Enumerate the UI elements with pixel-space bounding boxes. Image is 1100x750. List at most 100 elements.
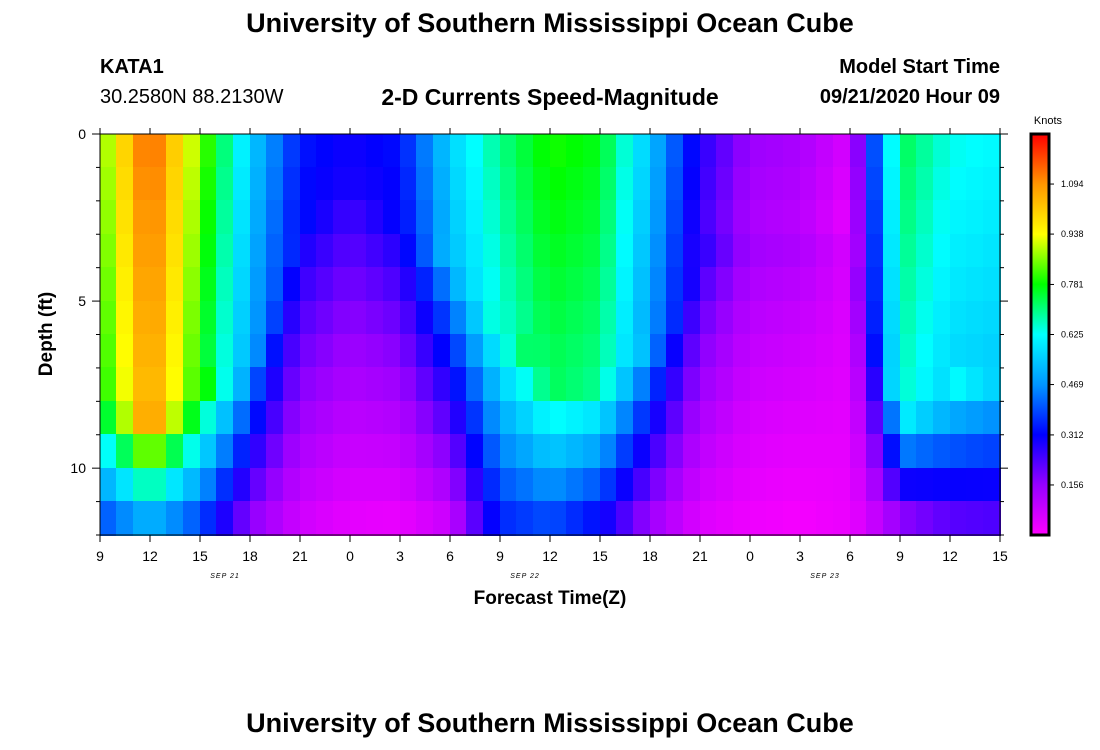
heatmap-cell bbox=[566, 234, 585, 269]
heatmap-cell bbox=[116, 167, 135, 202]
heatmap-cell bbox=[683, 367, 701, 403]
heatmap-cell bbox=[733, 234, 751, 269]
heatmap-cell bbox=[283, 167, 301, 202]
heatmap-cell bbox=[766, 468, 785, 503]
heatmap-cell bbox=[550, 334, 568, 369]
x-tick-label: 12 bbox=[542, 548, 558, 564]
heatmap-cell bbox=[966, 167, 985, 202]
heatmap-cell bbox=[550, 200, 568, 236]
heatmap-cell bbox=[200, 234, 218, 269]
heatmap-cell bbox=[516, 401, 535, 436]
heatmap-cell bbox=[400, 267, 418, 303]
heatmap-cell bbox=[500, 401, 518, 436]
heatmap-cell bbox=[766, 501, 785, 536]
heatmap-cell bbox=[216, 167, 235, 202]
heatmap-cell bbox=[800, 501, 818, 536]
heatmap-cell bbox=[150, 301, 168, 336]
heatmap-cell bbox=[383, 200, 401, 236]
heatmap-cell bbox=[483, 134, 501, 169]
heatmap-cell bbox=[216, 401, 235, 436]
heatmap-cell bbox=[733, 367, 751, 403]
heatmap-cell bbox=[633, 200, 651, 236]
heatmap-cell bbox=[216, 234, 235, 269]
x-tick-label: 3 bbox=[796, 548, 804, 564]
heatmap-cell bbox=[450, 167, 468, 202]
heatmap-cell bbox=[733, 301, 751, 336]
heatmap-cell bbox=[683, 134, 701, 169]
heatmap-cell bbox=[816, 367, 835, 403]
x-tick-label: 9 bbox=[496, 548, 504, 564]
heatmap-cell bbox=[333, 200, 351, 236]
heatmap-cell bbox=[600, 401, 618, 436]
heatmap-cell bbox=[933, 301, 951, 336]
heatmap-cell bbox=[483, 301, 501, 336]
heatmap-cell bbox=[466, 200, 485, 236]
heatmap-cell bbox=[633, 468, 651, 503]
heatmap-cell bbox=[733, 501, 751, 536]
heatmap-cell bbox=[116, 301, 135, 336]
heatmap-cell bbox=[316, 501, 335, 536]
heatmap-cell bbox=[583, 167, 601, 202]
heatmap-cell bbox=[516, 301, 535, 336]
heatmap-cell bbox=[483, 401, 501, 436]
heatmap-cell bbox=[366, 334, 385, 369]
heatmap-cell bbox=[416, 267, 435, 303]
heatmap-cell bbox=[516, 367, 535, 403]
heatmap-cell bbox=[883, 334, 901, 369]
heatmap-cell bbox=[250, 200, 268, 236]
heatmap-cell bbox=[983, 134, 1001, 169]
heatmap-cell bbox=[233, 267, 251, 303]
heatmap-cell bbox=[916, 468, 935, 503]
heatmap-cell bbox=[616, 401, 635, 436]
x-tick-label: 9 bbox=[96, 548, 104, 564]
heatmap-cell bbox=[800, 134, 818, 169]
heatmap-cell bbox=[783, 267, 801, 303]
heatmap-cell bbox=[850, 234, 868, 269]
heatmap-cell bbox=[250, 501, 268, 536]
heatmap-cell bbox=[616, 434, 635, 470]
heatmap-cell bbox=[566, 468, 585, 503]
heatmap-cell bbox=[300, 434, 318, 470]
heatmap-cell bbox=[766, 334, 785, 369]
heatmap-cell bbox=[966, 434, 985, 470]
heatmap-cell bbox=[583, 200, 601, 236]
heatmap-cell bbox=[833, 200, 851, 236]
heatmap-cell bbox=[166, 501, 185, 536]
heatmap-cell bbox=[600, 334, 618, 369]
heatmap-cell bbox=[116, 200, 135, 236]
heatmap-cell bbox=[100, 134, 118, 169]
heatmap-cell bbox=[683, 501, 701, 536]
heatmap-cell bbox=[833, 234, 851, 269]
heatmap-cell bbox=[500, 200, 518, 236]
heatmap-cell bbox=[366, 401, 385, 436]
heatmap-cell bbox=[616, 267, 635, 303]
colorbar-tick-label: 0.625 bbox=[1061, 330, 1084, 340]
heatmap-cell bbox=[883, 501, 901, 536]
heatmap-cell bbox=[900, 401, 918, 436]
heatmap-cell bbox=[566, 301, 585, 336]
heatmap-cell bbox=[450, 200, 468, 236]
heatmap-cell bbox=[883, 301, 901, 336]
heatmap-cell bbox=[550, 234, 568, 269]
heatmap-cell bbox=[183, 234, 201, 269]
heatmap-cell bbox=[850, 167, 868, 202]
heatmap-cell bbox=[466, 267, 485, 303]
heatmap-cell bbox=[100, 401, 118, 436]
heatmap-cell bbox=[133, 401, 151, 436]
heatmap-cell bbox=[166, 234, 185, 269]
heatmap-cell bbox=[183, 167, 201, 202]
heatmap-cell bbox=[200, 167, 218, 202]
heatmap-cell bbox=[933, 134, 951, 169]
heatmap-cell bbox=[933, 167, 951, 202]
heatmap-cell bbox=[283, 468, 301, 503]
heatmap-cell bbox=[700, 267, 718, 303]
x-tick-label: 21 bbox=[292, 548, 308, 564]
heatmap-cell bbox=[600, 267, 618, 303]
heatmap-cell bbox=[300, 167, 318, 202]
heatmap-cell bbox=[700, 434, 718, 470]
heatmap-cell bbox=[833, 434, 851, 470]
heatmap-cell bbox=[500, 434, 518, 470]
heatmap-cell bbox=[466, 367, 485, 403]
heatmap-cell bbox=[200, 301, 218, 336]
heatmap-cell bbox=[700, 334, 718, 369]
